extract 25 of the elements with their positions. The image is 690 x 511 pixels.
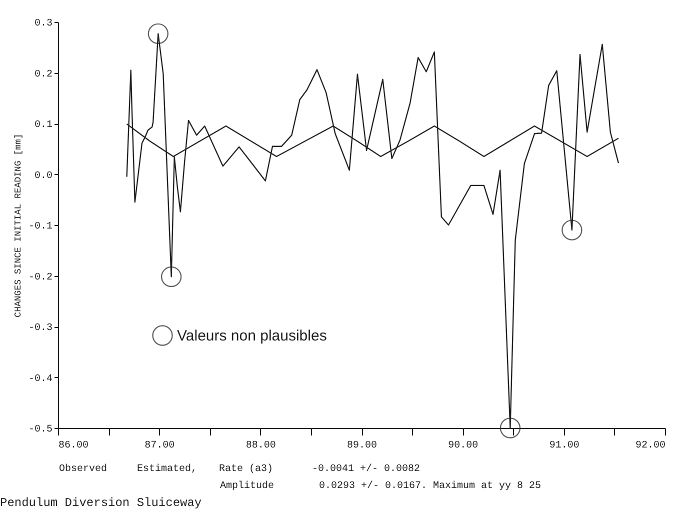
y-tick-label: 0.1	[34, 120, 52, 131]
y-tick-label: -0.3	[28, 323, 52, 334]
x-tick-label: 89.00	[346, 440, 378, 452]
y-tick-label: -0.2	[28, 272, 52, 284]
y-tick-label: -0.5	[28, 424, 52, 436]
x-tick-label: 90.00	[448, 440, 478, 452]
x-tick-label: 86.00	[58, 440, 89, 452]
text: Rate (a3)	[218, 463, 274, 475]
y-tick-label: -0.1	[28, 222, 52, 232]
x-tick-label: 87.00	[144, 440, 175, 452]
text: Estimated,	[136, 463, 198, 475]
y-tick-label: 0.3	[34, 18, 52, 30]
x-tick-label: 92.00	[635, 440, 666, 452]
text: Pendulum Diversion Sluiceway	[0, 496, 202, 510]
y-axis-title: CHANGES SINCE INITIAL READING [mm]	[13, 134, 24, 318]
text: Amplitude	[220, 480, 274, 492]
text: Observed	[58, 463, 108, 475]
x-tick-label: 88.00	[246, 440, 276, 452]
y-tick-label: 0.2	[34, 69, 52, 80]
y-tick-label: 0.0	[34, 170, 52, 182]
x-tick-label: 91.00	[549, 440, 580, 452]
legend-label: Valeurs non plausibles	[177, 328, 327, 344]
text: 0.0293 +/- 0.0167. Maximum at yy 8 25	[319, 480, 542, 492]
y-tick-label: -0.4	[28, 374, 52, 385]
text: -0.0041 +/- 0.0082	[312, 463, 420, 475]
